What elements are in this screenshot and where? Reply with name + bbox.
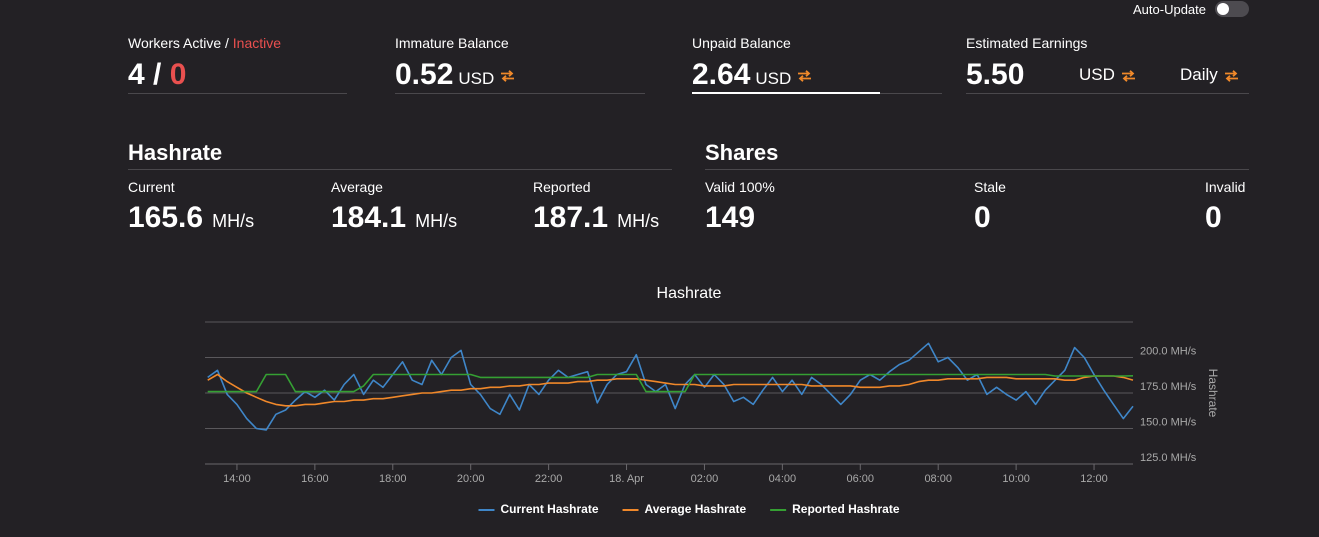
x-tick-label: 14:00 — [223, 473, 251, 485]
x-tick-label: 04:00 — [769, 473, 797, 485]
stat-row: 165.6 MH/s — [128, 203, 254, 233]
balance-unit: USD — [458, 69, 495, 88]
legend-label: Current Hashrate — [500, 502, 598, 516]
period-row: Daily — [1180, 66, 1239, 83]
auto-update-label: Auto-Update — [1133, 2, 1206, 17]
x-tick-label: 08:00 — [924, 473, 952, 485]
period: Daily — [1180, 65, 1218, 84]
y-tick-label: 200.0 MH/s — [1140, 345, 1197, 357]
stat-value: 187.1 — [533, 201, 609, 234]
active-underline — [692, 92, 880, 94]
stat-row: 187.1 MH/s — [533, 203, 659, 233]
divider — [966, 93, 1249, 94]
series-line — [207, 373, 1134, 393]
swap-icon[interactable] — [1224, 69, 1239, 82]
balance-value: 2.64 — [692, 58, 751, 91]
y-axis-title: Hashrate — [1206, 369, 1220, 418]
stat-row: 184.1 MH/s — [331, 203, 457, 233]
y-tick-label: 150.0 MH/s — [1140, 416, 1197, 428]
divider — [395, 93, 645, 94]
workers-label: Workers Active — [128, 35, 222, 51]
x-tick-label: 18. Apr — [609, 473, 644, 485]
stat-value: 149 — [705, 201, 756, 234]
stat-label: Average — [331, 179, 383, 195]
divider — [128, 93, 347, 94]
workers-active: 4 — [128, 58, 145, 91]
stat-value: 0 — [974, 201, 991, 234]
stat-value: 184.1 — [331, 201, 407, 234]
label-separator: / — [225, 35, 229, 51]
x-tick-label: 06:00 — [847, 473, 875, 485]
stat-unit: MH/s — [415, 211, 458, 231]
x-tick-label: 12:00 — [1080, 473, 1108, 485]
series-line — [207, 342, 1134, 431]
balance-unit: USD — [1079, 65, 1115, 84]
stat-value: 165.6 — [128, 201, 204, 234]
legend-label: Average Hashrate — [645, 502, 747, 516]
y-tick-label: 125.0 MH/s — [1140, 452, 1197, 464]
chart-title: Hashrate — [657, 285, 722, 302]
divider — [705, 169, 1249, 170]
swap-icon[interactable] — [797, 70, 812, 82]
stat-label: Current — [128, 179, 175, 195]
auto-update-toggle[interactable] — [1215, 1, 1249, 17]
value-separator: / — [153, 58, 162, 91]
stat-unit: MH/s — [212, 211, 255, 231]
inactive-label: Inactive — [232, 35, 282, 51]
toggle-knob — [1217, 3, 1229, 15]
x-tick-label: 20:00 — [457, 473, 485, 485]
stat-label: Stale — [974, 179, 1006, 195]
workers-label-row: Workers Active / Inactive — [128, 36, 281, 50]
series-line — [207, 373, 1134, 407]
balance-value: 0.52 — [395, 58, 454, 91]
balance-label: Unpaid Balance — [692, 35, 791, 51]
divider — [128, 169, 672, 170]
stat-label: Valid 100% — [705, 179, 775, 195]
workers-value-row: 4 / 0 — [128, 60, 186, 90]
x-tick-label: 16:00 — [301, 473, 329, 485]
balance-row: 0.52 USD — [395, 60, 515, 90]
section-title: Hashrate — [128, 140, 223, 165]
stat-unit: MH/s — [617, 211, 660, 231]
balance-row: 2.64 USD — [692, 60, 812, 90]
workers-inactive: 0 — [169, 58, 187, 91]
balance-value: 5.50 — [966, 58, 1025, 91]
balance-unit: USD — [755, 69, 792, 88]
balance-label: Immature Balance — [395, 35, 509, 51]
balance-label: Estimated Earnings — [966, 35, 1088, 51]
stat-label: Invalid — [1205, 179, 1246, 195]
stat-label: Reported — [533, 179, 591, 195]
x-tick-label: 18:00 — [379, 473, 407, 485]
stat-value: 0 — [1205, 201, 1222, 234]
swap-icon[interactable] — [500, 70, 515, 82]
y-tick-label: 175.0 MH/s — [1140, 381, 1197, 393]
section-title: Shares — [705, 140, 779, 165]
swap-icon[interactable] — [1121, 69, 1136, 82]
legend-label: Reported Hashrate — [792, 502, 900, 516]
x-tick-label: 02:00 — [691, 473, 719, 485]
balance-unit-row: USD — [1079, 66, 1136, 83]
x-tick-label: 10:00 — [1002, 473, 1030, 485]
x-tick-label: 22:00 — [535, 473, 563, 485]
